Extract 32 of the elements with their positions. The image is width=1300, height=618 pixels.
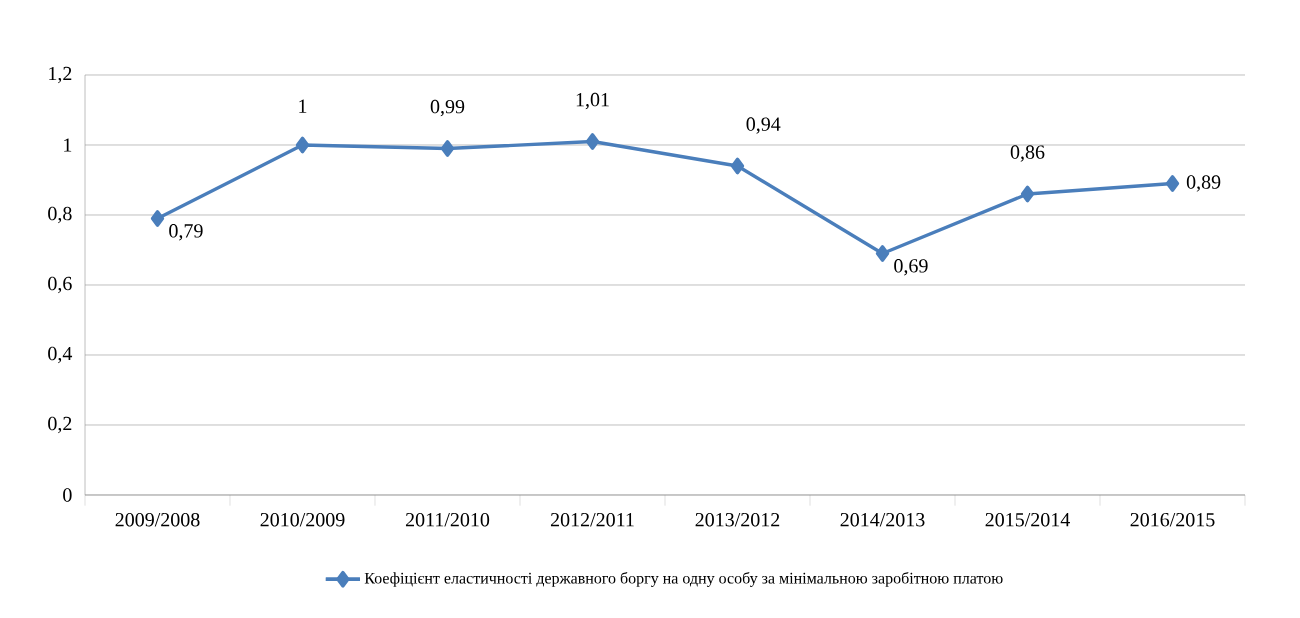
data-label: 0,89	[1186, 175, 1221, 192]
x-tick-label: 2014/2013	[840, 512, 925, 527]
x-tick-label: 2011/2010	[405, 512, 490, 527]
y-tick-label: 0	[63, 488, 72, 502]
y-tick-label: 0,4	[48, 346, 73, 364]
x-tick-label: 2009/2008	[115, 512, 200, 527]
y-tick-label: 0,8	[48, 206, 72, 224]
y-tick-label: 0,6	[48, 276, 72, 294]
data-label: 0,86	[1010, 145, 1045, 162]
data-label: 0,69	[894, 259, 928, 276]
data-label: 0,99	[430, 99, 465, 117]
y-tick-label: 0,2	[48, 416, 72, 434]
y-tick-label: 1,2	[49, 66, 72, 84]
x-tick-label: 2016/2015	[1130, 512, 1215, 527]
legend-label: Коефіцієнт еластичності державного боргу на одну особу за мінімальною заробітною платою	[364, 571, 1003, 587]
data-label: 1,01	[576, 92, 609, 110]
point	[875, 245, 890, 262]
data-label: 1	[299, 99, 307, 113]
x-tick-label: 2015/2014	[985, 512, 1070, 527]
data-label: 0,79	[169, 224, 203, 241]
point	[585, 133, 600, 150]
point	[1020, 185, 1035, 203]
point	[150, 210, 165, 227]
point	[440, 140, 455, 157]
x-tick-label: 2010/2009	[260, 512, 345, 527]
point	[295, 136, 310, 154]
y-tick-label: 1	[64, 138, 72, 152]
x-tick-label: 2013/2012	[695, 512, 780, 527]
x-tick-label: 2012/2011	[550, 512, 634, 527]
point	[1165, 175, 1180, 192]
point	[730, 157, 745, 175]
data-label: 0,94	[746, 117, 781, 134]
